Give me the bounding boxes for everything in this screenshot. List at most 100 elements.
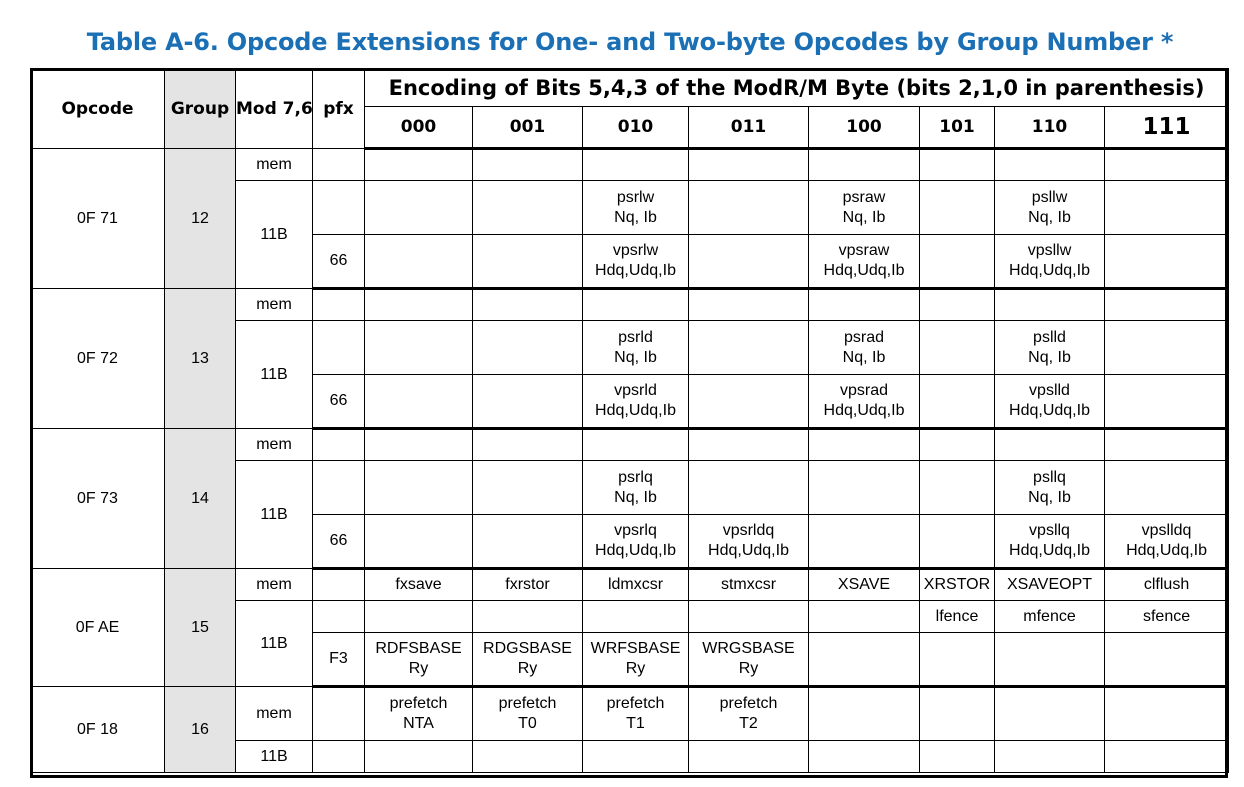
mod-cell: 11B — [235, 180, 313, 289]
header-bits-row: 000 001 010 011 100 101 110 111 — [31, 106, 1230, 150]
opcode-cell: 0F AE — [30, 568, 165, 687]
pfx-cell — [312, 460, 365, 515]
encoding-cell: vpsrld Hdq,Udq,Ib — [582, 374, 689, 430]
group-cell: 15 — [164, 568, 236, 687]
encoding-cell — [688, 374, 809, 430]
encoding-cell — [364, 600, 473, 633]
encoding-cell — [364, 514, 473, 570]
header-opcode: Opcode — [30, 68, 165, 149]
encoding-cell — [919, 320, 995, 375]
encoding-cell: lfence — [919, 600, 995, 633]
encoding-cell: clflush — [1103, 568, 1230, 601]
encoding-cell: fxrstor — [472, 568, 583, 601]
encoding-cell — [582, 428, 689, 461]
encoding-cell — [688, 460, 809, 515]
encoding-cell: psrad Nq, Ib — [808, 320, 920, 375]
encoding-cell — [919, 288, 995, 321]
encoding-cell — [472, 740, 583, 773]
encoding-cell: prefetch T1 — [582, 686, 689, 741]
header-mod: Mod 7,6 — [235, 68, 313, 149]
encoding-cell: RDGSBASE Ry — [472, 632, 583, 688]
encoding-cell — [1103, 288, 1230, 321]
encoding-cell — [688, 600, 809, 633]
encoding-cell — [808, 148, 920, 181]
mod-cell: mem — [235, 288, 313, 321]
encoding-cell — [994, 148, 1105, 181]
encoding-cell — [472, 320, 583, 375]
encoding-cell — [808, 288, 920, 321]
mod-cell: mem — [235, 148, 313, 181]
table-row: 0F 18 16 mem prefetch NTA prefetch T0 prefetc… — [30, 686, 1230, 773]
encoding-cell — [472, 514, 583, 570]
encoding-cell — [688, 288, 809, 321]
header-bit-001: 001 — [472, 106, 583, 150]
encoding-cell: vpsllq Hdq,Udq,Ib — [994, 514, 1105, 570]
header-encoding: Encoding of Bits 5,4,3 of the ModR/M Byt… — [363, 68, 1230, 107]
pfx-cell: F3 — [312, 632, 365, 688]
encoding-cell — [1103, 320, 1230, 375]
mod-cell: mem — [235, 686, 313, 741]
table-row: 0F AE 15 mem fxsave fxrstor ldmxcsr stmxcsr XSA… — [30, 568, 1230, 687]
encoding-cell — [919, 428, 995, 461]
encoding-cell — [808, 428, 920, 461]
encoding-cell — [364, 148, 473, 181]
encoding-cell — [364, 234, 473, 290]
encoding-cell: psrlq Nq, Ib — [582, 460, 689, 515]
encoding-cell: vpsrlw Hdq,Udq,Ib — [582, 234, 689, 290]
encoding-cell: vpsllw Hdq,Udq,Ib — [994, 234, 1105, 290]
pfx-cell — [312, 288, 365, 321]
group-cell: 16 — [164, 686, 236, 773]
encoding-cell — [808, 460, 920, 515]
encoding-cell: mfence — [994, 600, 1105, 633]
table-row: 0F 71 12 mem — [30, 148, 1230, 289]
encoding-cell — [1103, 148, 1230, 181]
group-cell: 13 — [164, 288, 236, 429]
encoding-cell: vpslldq Hdq,Udq,Ib — [1103, 514, 1230, 570]
encoding-cell — [1103, 740, 1230, 773]
encoding-cell — [688, 148, 809, 181]
encoding-cell: pslld Nq, Ib — [994, 320, 1105, 375]
pfx-cell — [312, 600, 365, 633]
header-bit-111: 111 — [1103, 106, 1230, 150]
encoding-cell: WRFSBASE Ry — [582, 632, 689, 688]
table-title: Table A-6. Opcode Extensions for One- an… — [86, 28, 1174, 56]
encoding-cell — [688, 428, 809, 461]
encoding-cell — [472, 428, 583, 461]
encoding-cell — [808, 600, 920, 633]
encoding-cell: fxsave — [364, 568, 473, 601]
encoding-cell — [472, 148, 583, 181]
encoding-cell — [688, 180, 809, 235]
encoding-cell — [1103, 632, 1230, 688]
encoding-cell — [808, 514, 920, 570]
encoding-cell — [364, 320, 473, 375]
encoding-cell — [919, 632, 995, 688]
encoding-cell — [919, 460, 995, 515]
encoding-cell: XSAVEOPT — [994, 568, 1105, 601]
table-body: 0F 71 12 mem 11B psrlw Nq, Ib psraw Nq, Ib psl… — [30, 148, 1230, 773]
encoding-cell — [1103, 180, 1230, 235]
encoding-cell: psllq Nq, Ib — [994, 460, 1105, 515]
encoding-cell: sfence — [1103, 600, 1230, 633]
table-row: 0F 72 13 mem — [30, 288, 1230, 429]
encoding-cell — [808, 740, 920, 773]
pfx-cell: 66 — [312, 234, 365, 290]
group-cell: 14 — [164, 428, 236, 569]
encoding-cell — [919, 740, 995, 773]
table-row: 0F 73 14 mem — [30, 428, 1230, 569]
mod-cell: mem — [235, 568, 313, 601]
header-group: Group — [164, 68, 236, 149]
pfx-cell: 66 — [312, 374, 365, 430]
encoding-cell — [994, 740, 1105, 773]
encoding-cell: prefetch T0 — [472, 686, 583, 741]
encoding-cell — [582, 288, 689, 321]
table-row: F3 RDFSBASE Ry RDGSBASE Ry WRFSBASE Ry WRGSB… — [31, 632, 1230, 688]
encoding-cell: psrlw Nq, Ib — [582, 180, 689, 235]
encoding-cell — [994, 428, 1105, 461]
opcode-extension-table: Opcode Group Mod 7,6 pfx Encoding of Bit… — [30, 68, 1230, 773]
encoding-cell: vpslld Hdq,Udq,Ib — [994, 374, 1105, 430]
encoding-cell — [919, 148, 995, 181]
encoding-cell: vpsrldq Hdq,Udq,Ib — [688, 514, 809, 570]
encoding-cell — [472, 180, 583, 235]
pfx-cell — [312, 320, 365, 375]
mod-cell: 11B — [235, 320, 313, 429]
